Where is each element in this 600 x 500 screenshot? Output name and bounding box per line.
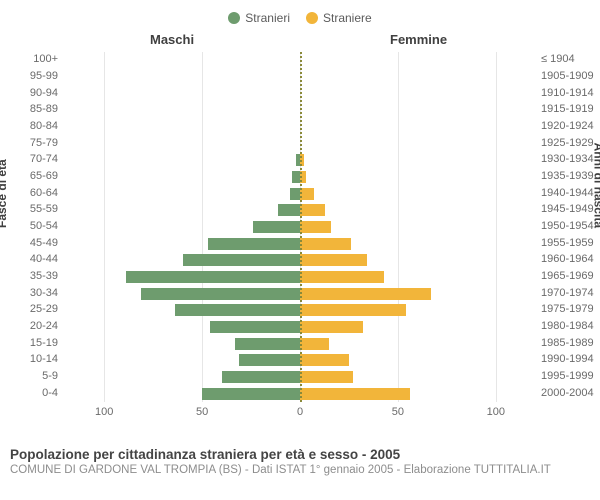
bar-male: [175, 304, 300, 316]
bar-male: [183, 254, 301, 266]
y-label-age: 65-69: [10, 170, 58, 182]
bar-female: [300, 304, 406, 316]
bar-female: [300, 238, 351, 250]
y-label-birth: 1985-1989: [541, 337, 600, 349]
y-label-age: 100+: [10, 53, 58, 65]
bar-male: [222, 371, 300, 383]
legend-label-female: Straniere: [323, 11, 372, 25]
bar-female: [300, 188, 314, 200]
y-label-birth: 1975-1979: [541, 303, 600, 315]
y-label-age: 70-74: [10, 153, 58, 165]
x-tick-label: 0: [280, 406, 320, 418]
bar-male: [208, 238, 300, 250]
y-label-birth: 1995-1999: [541, 370, 600, 382]
bar-male: [253, 221, 300, 233]
x-tick-label: 50: [378, 406, 418, 418]
bar-male: [210, 321, 300, 333]
legend-swatch-female: [306, 12, 318, 24]
y-label-birth: 1920-1924: [541, 120, 600, 132]
footer-subtitle: COMUNE DI GARDONE VAL TROMPIA (BS) - Dat…: [10, 464, 590, 476]
x-tick-label: 50: [182, 406, 222, 418]
bar-male: [141, 288, 300, 300]
y-label-age: 20-24: [10, 320, 58, 332]
legend-swatch-male: [228, 12, 240, 24]
y-label-age: 5-9: [10, 370, 58, 382]
y-label-birth: 1945-1949: [541, 203, 600, 215]
bar-male: [278, 204, 300, 216]
bar-female: [300, 371, 353, 383]
column-title-male: Maschi: [150, 32, 194, 47]
y-label-age: 90-94: [10, 87, 58, 99]
legend-item-female: Straniere: [306, 11, 372, 25]
y-label-birth: 1905-1909: [541, 70, 600, 82]
y-label-age: 0-4: [10, 387, 58, 399]
bar-female: [300, 204, 325, 216]
bar-female: [300, 354, 349, 366]
y-label-birth: 1935-1939: [541, 170, 600, 182]
y-label-age: 55-59: [10, 203, 58, 215]
x-tick-label: 100: [476, 406, 516, 418]
y-label-age: 35-39: [10, 270, 58, 282]
axis-title-left: Fasce di età: [0, 159, 9, 228]
y-label-age: 75-79: [10, 137, 58, 149]
plot: 050501001000-42000-20045-91995-199910-14…: [65, 52, 535, 402]
chart-area: Fasce di età Anni di nascita Maschi Femm…: [0, 28, 600, 443]
y-label-birth: ≤ 1904: [541, 53, 600, 65]
footer: Popolazione per cittadinanza straniera p…: [0, 443, 600, 476]
bar-male: [202, 388, 300, 400]
bar-female: [300, 321, 363, 333]
y-label-age: 80-84: [10, 120, 58, 132]
bar-male: [239, 354, 300, 366]
y-label-birth: 1925-1929: [541, 137, 600, 149]
bar-female: [300, 221, 331, 233]
y-label-birth: 1910-1914: [541, 87, 600, 99]
y-label-age: 50-54: [10, 220, 58, 232]
y-label-birth: 1950-1954: [541, 220, 600, 232]
y-label-birth: 1980-1984: [541, 320, 600, 332]
bar-female: [300, 254, 367, 266]
bar-female: [300, 388, 410, 400]
bar-male: [235, 338, 300, 350]
bar-male: [292, 171, 300, 183]
y-label-age: 60-64: [10, 187, 58, 199]
x-tick-label: 100: [84, 406, 124, 418]
legend-item-male: Stranieri: [228, 11, 290, 25]
y-label-age: 15-19: [10, 337, 58, 349]
legend: Stranieri Straniere: [0, 0, 600, 28]
y-label-birth: 2000-2004: [541, 387, 600, 399]
y-label-birth: 1940-1944: [541, 187, 600, 199]
y-label-birth: 1970-1974: [541, 287, 600, 299]
y-label-birth: 1965-1969: [541, 270, 600, 282]
y-label-age: 25-29: [10, 303, 58, 315]
bar-male: [126, 271, 300, 283]
bar-female: [300, 271, 384, 283]
y-label-birth: 1960-1964: [541, 253, 600, 265]
bar-male: [290, 188, 300, 200]
y-label-age: 95-99: [10, 70, 58, 82]
y-label-birth: 1915-1919: [541, 103, 600, 115]
y-label-age: 10-14: [10, 353, 58, 365]
y-label-age: 45-49: [10, 237, 58, 249]
legend-label-male: Stranieri: [245, 11, 290, 25]
bar-female: [300, 338, 329, 350]
column-title-female: Femmine: [390, 32, 447, 47]
center-line: [300, 52, 302, 402]
y-label-birth: 1990-1994: [541, 353, 600, 365]
y-label-age: 30-34: [10, 287, 58, 299]
y-label-birth: 1930-1934: [541, 153, 600, 165]
y-label-age: 85-89: [10, 103, 58, 115]
y-label-birth: 1955-1959: [541, 237, 600, 249]
bar-female: [300, 288, 431, 300]
y-label-age: 40-44: [10, 253, 58, 265]
footer-title: Popolazione per cittadinanza straniera p…: [10, 447, 590, 462]
